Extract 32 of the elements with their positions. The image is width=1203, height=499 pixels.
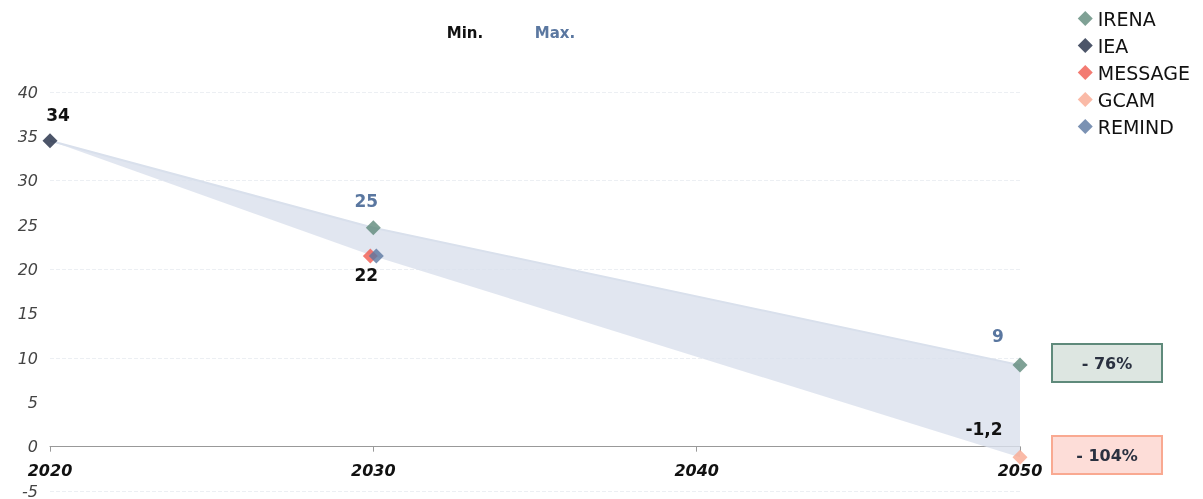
x-tick-label: 2040 [674, 461, 719, 481]
y-tick-label: 20 [17, 259, 38, 279]
y-tick-label: 30 [17, 171, 38, 191]
point [365, 220, 381, 236]
point [42, 133, 58, 149]
y-tick-label: 40 [17, 82, 38, 102]
legend-label: REMIND [1097, 115, 1174, 138]
legend-label: IRENA [1097, 7, 1156, 30]
annotation: 25 [354, 190, 379, 211]
annotation: 22 [354, 265, 379, 286]
y-tick-label: 25 [17, 215, 38, 235]
y-tick-label: 0 [27, 437, 38, 457]
legend-label: IEA [1097, 34, 1129, 57]
annotation: 34 [46, 104, 70, 125]
y-tick-label: 35 [17, 126, 38, 146]
x-tick-label: 2050 [997, 461, 1043, 481]
legend-label: MESSAGE [1097, 61, 1190, 84]
y-tick-label: 5 [27, 392, 38, 412]
text: Max. [534, 24, 576, 42]
x-tick-label: 2020 [27, 461, 73, 481]
text: Min. [446, 24, 484, 42]
y-tick-label: -5 [22, 481, 38, 499]
x-tick-label: 2030 [351, 461, 396, 481]
text: - 104% [1076, 445, 1138, 465]
point [1012, 449, 1028, 465]
text: - 76% [1081, 353, 1133, 373]
y-tick-label: 15 [17, 304, 38, 324]
legend-label: GCAM [1097, 88, 1156, 111]
y-tick-label: 10 [17, 348, 38, 368]
annotation: 9 [992, 326, 1004, 347]
annotation: -1,2 [965, 419, 1003, 440]
point [1012, 357, 1028, 373]
